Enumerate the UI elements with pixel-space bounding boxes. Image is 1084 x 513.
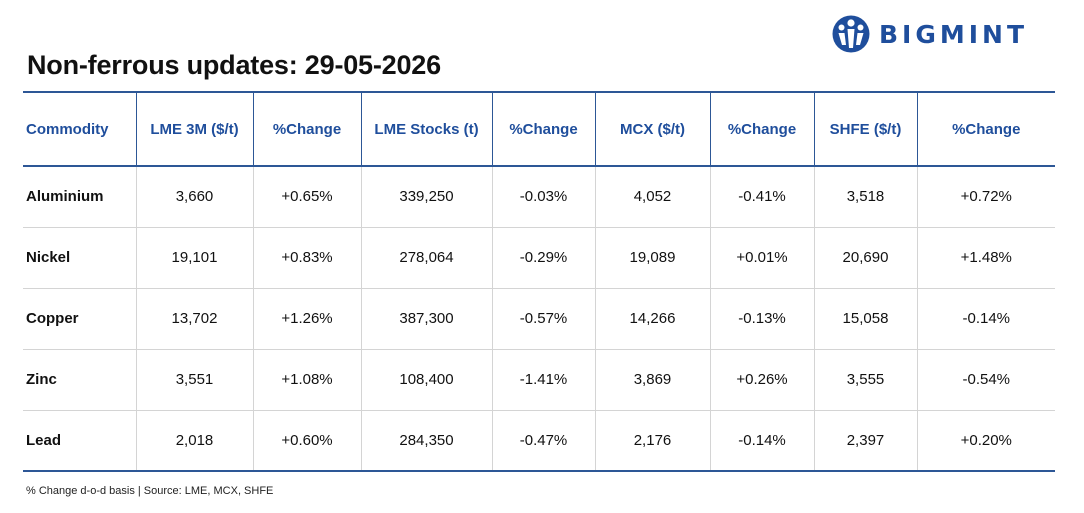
commodity-name: Zinc — [23, 349, 136, 411]
shfe-change: +1.48% — [916, 227, 1055, 289]
table-row: Copper 13,702 +1.26% 387,300 -0.57% 14,266 -0.… — [23, 288, 1055, 350]
shfe-change: -0.54% — [916, 349, 1055, 411]
shfe-price: 3,518 — [813, 166, 917, 228]
lme-3m-price: 13,702 — [135, 288, 253, 350]
lme-3m-change: +0.60% — [252, 410, 361, 472]
header-lme-stocks: LME Stocks (t) — [360, 91, 492, 167]
commodity-name: Lead — [23, 410, 136, 472]
lme-stocks: 284,350 — [360, 410, 492, 472]
mcx-change: -0.14% — [709, 410, 814, 472]
table-header-row: Commodity LME 3M ($/t) %Change LME Stocks (… — [23, 91, 1055, 167]
shfe-price: 15,058 — [813, 288, 917, 350]
lme-3m-change: +1.08% — [252, 349, 361, 411]
table-row: Lead 2,018 +0.60% 284,350 -0.47% 2,176 -0.14% 2… — [23, 410, 1055, 472]
mcx-change: -0.41% — [709, 166, 814, 228]
mcx-change: -0.13% — [709, 288, 814, 350]
lme-3m-price: 2,018 — [135, 410, 253, 472]
bigmint-logo-icon — [832, 15, 870, 53]
lme-3m-change: +0.83% — [252, 227, 361, 289]
lme-stocks: 108,400 — [360, 349, 492, 411]
source-note: % Change d-o-d basis | Source: LME, MCX,… — [26, 485, 274, 497]
mcx-price: 19,089 — [594, 227, 710, 289]
lme-stocks-change: -0.47% — [491, 410, 595, 472]
lme-stocks: 278,064 — [360, 227, 492, 289]
header-mcx: MCX ($/t) — [594, 91, 710, 167]
brand-name: BIGMINT — [879, 19, 1029, 49]
shfe-change: +0.20% — [916, 410, 1055, 472]
lme-stocks-change: -0.03% — [491, 166, 595, 228]
table-row: Zinc 3,551 +1.08% 108,400 -1.41% 3,869 +0.26% 3… — [23, 349, 1055, 411]
header-commodity: Commodity — [23, 91, 136, 167]
header-lme-3m-change: %Change — [252, 91, 361, 167]
lme-stocks: 387,300 — [360, 288, 492, 350]
mcx-change: +0.26% — [709, 349, 814, 411]
lme-stocks-change: -0.29% — [491, 227, 595, 289]
shfe-change: -0.14% — [916, 288, 1055, 350]
lme-3m-change: +0.65% — [252, 166, 361, 228]
mcx-price: 2,176 — [594, 410, 710, 472]
mcx-price: 14,266 — [594, 288, 710, 350]
table-row: Aluminium 3,660 +0.65% 339,250 -0.03% 4,052 -0… — [23, 166, 1055, 228]
shfe-price: 2,397 — [813, 410, 917, 472]
shfe-price: 20,690 — [813, 227, 917, 289]
header-lme-3m: LME 3M ($/t) — [135, 91, 253, 167]
lme-3m-price: 3,551 — [135, 349, 253, 411]
mcx-price: 3,869 — [594, 349, 710, 411]
lme-3m-price: 3,660 — [135, 166, 253, 228]
header-shfe-change: %Change — [916, 91, 1055, 167]
price-table: Commodity LME 3M ($/t) %Change LME Stocks (… — [23, 91, 1055, 472]
header-shfe: SHFE ($/t) — [813, 91, 917, 167]
table-row: Nickel 19,101 +0.83% 278,064 -0.29% 19,089 +0.… — [23, 227, 1055, 289]
header-mcx-change: %Change — [709, 91, 814, 167]
commodity-name: Nickel — [23, 227, 136, 289]
page-title: Non-ferrous updates: 29-05-2026 — [27, 50, 441, 80]
lme-3m-price: 19,101 — [135, 227, 253, 289]
mcx-change: +0.01% — [709, 227, 814, 289]
brand-logo: BIGMINT — [831, 14, 1028, 54]
commodity-name: Copper — [23, 288, 136, 350]
shfe-change: +0.72% — [916, 166, 1055, 228]
header-lme-stocks-change: %Change — [491, 91, 595, 167]
commodity-name: Aluminium — [23, 166, 136, 228]
lme-3m-change: +1.26% — [252, 288, 361, 350]
lme-stocks: 339,250 — [360, 166, 492, 228]
lme-stocks-change: -1.41% — [491, 349, 595, 411]
shfe-price: 3,555 — [813, 349, 917, 411]
mcx-price: 4,052 — [594, 166, 710, 228]
lme-stocks-change: -0.57% — [491, 288, 595, 350]
